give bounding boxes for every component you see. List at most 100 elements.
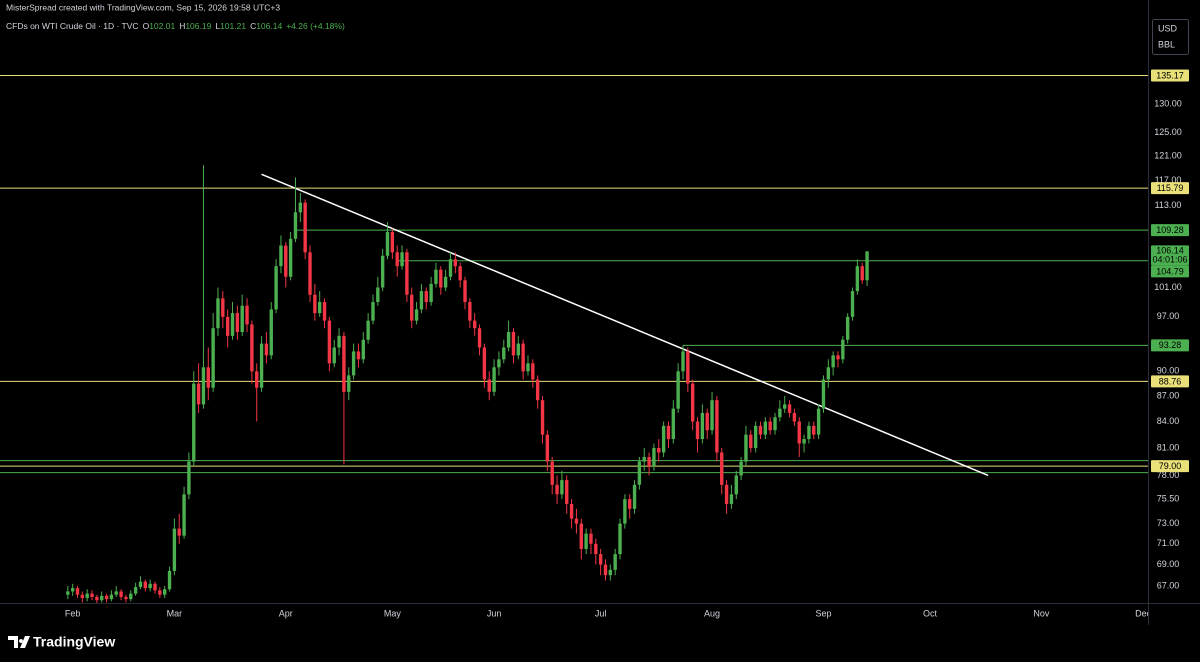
candle-body (797, 421, 801, 444)
candle-body (783, 404, 787, 409)
candle-body (535, 379, 540, 401)
candle-body (642, 457, 646, 462)
candle-body (807, 425, 811, 440)
candle-body (671, 408, 675, 440)
candle-body (531, 363, 535, 380)
candle-body (424, 291, 428, 303)
candle-body (816, 408, 821, 435)
candle-body (390, 232, 395, 253)
candle-body (618, 523, 622, 555)
ohlc-value: 101.21 (220, 21, 246, 31)
y-tick-label: 78.00 (1157, 470, 1180, 480)
currency: USD (1158, 23, 1178, 33)
candle-body (385, 232, 390, 256)
y-tick-label: 113.00 (1155, 200, 1182, 210)
x-tick-label: Sep (815, 608, 831, 618)
candle-body (448, 259, 453, 277)
candle-body (347, 375, 351, 392)
candle-body (100, 595, 104, 601)
candle-body (526, 363, 530, 372)
candle-body (681, 351, 685, 372)
candle-body (628, 499, 632, 509)
candle-body (288, 238, 293, 277)
candle-body (473, 320, 477, 329)
candle-body (318, 302, 322, 314)
candle-body (778, 408, 782, 418)
level-label: 79.00 (1159, 461, 1182, 471)
candle-body (661, 425, 666, 453)
candle-body (255, 371, 259, 388)
candle-body (729, 494, 734, 504)
y-tick-label: 69.00 (1157, 559, 1180, 569)
x-tick-label: Jul (595, 608, 607, 618)
candle-body (410, 294, 414, 321)
credit: MisterSpread created with TradingView.co… (6, 2, 280, 12)
candle-body (211, 328, 215, 388)
candle-body (439, 269, 443, 288)
candle-body (129, 593, 133, 600)
candle-body (497, 359, 501, 368)
x-tick-label: Oct (923, 608, 938, 618)
y-tick-label: 101.00 (1154, 282, 1182, 292)
ohlc-key: C (250, 21, 256, 31)
level-label: 88.76 (1159, 376, 1182, 386)
candle-body (850, 291, 855, 317)
candle-body (259, 343, 264, 388)
candle-body (70, 588, 75, 592)
level-label-box (1151, 339, 1189, 352)
candle-body (812, 425, 816, 435)
candle-body (608, 569, 613, 576)
candle-body (153, 583, 157, 591)
trendline (261, 173, 989, 477)
candle-body (395, 252, 399, 267)
x-tick-label: Aug (704, 608, 720, 618)
candle-body (666, 425, 671, 440)
candle-body (400, 252, 404, 267)
candle-body (652, 447, 656, 467)
y-tick-label: 81.00 (1157, 442, 1180, 452)
candle-body (245, 305, 249, 325)
candle-body (598, 554, 603, 565)
candle-body (80, 594, 85, 599)
level-label: 109.28 (1156, 225, 1184, 235)
y-tick-label: 87.00 (1157, 390, 1180, 400)
candle-body (405, 252, 409, 295)
candle-body (148, 583, 152, 589)
candle-body (298, 202, 303, 213)
candle-body (143, 581, 148, 589)
candle-body (613, 554, 617, 570)
candle-body (240, 305, 244, 333)
candle-body (327, 320, 332, 364)
candle-body (565, 480, 569, 504)
candle-body (235, 313, 240, 333)
candle-body (700, 412, 705, 440)
candle-body (351, 351, 356, 376)
candle-body (192, 383, 196, 462)
candle-body (826, 367, 830, 380)
candle-body (540, 400, 545, 435)
candle-body (720, 452, 724, 485)
candle-body (308, 252, 312, 295)
candle-body (138, 581, 143, 588)
candle-body (303, 202, 307, 253)
y-tick-label: 117.00 (1155, 175, 1182, 185)
candle-body (855, 266, 860, 292)
level-label-box (1151, 182, 1189, 195)
countdown: 04:01:06 (1152, 254, 1187, 264)
candle-body (739, 461, 743, 476)
candle-body (158, 590, 162, 595)
candle-body (584, 533, 588, 549)
candle-body (690, 383, 695, 422)
candle-body (545, 434, 550, 462)
candle-body (841, 339, 845, 360)
y-tick-label: 97.00 (1157, 311, 1180, 321)
candle-body (632, 484, 637, 509)
candle-body (376, 287, 380, 303)
candle-body (516, 343, 520, 356)
candle-body (521, 343, 525, 372)
level-label: 135.17 (1156, 70, 1184, 80)
candle-body (647, 457, 651, 467)
change: +4.26 (+4.18%) (286, 21, 345, 31)
ohlc-key: O (143, 21, 150, 31)
y-tick-label: 73.00 (1157, 518, 1180, 528)
